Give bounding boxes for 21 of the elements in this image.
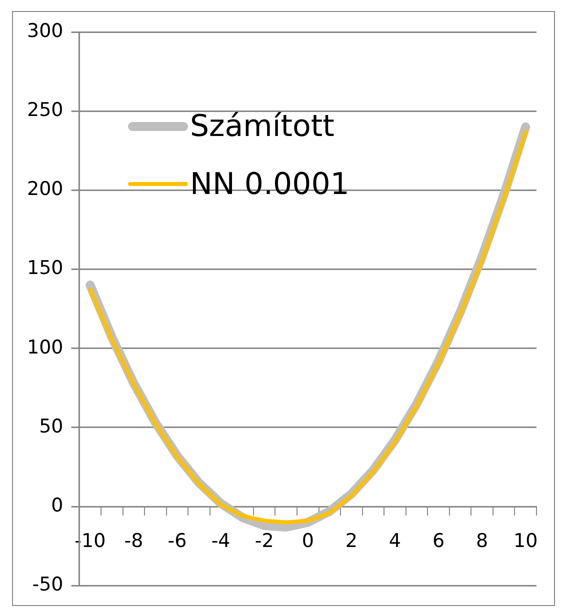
y-tick-label: 0 bbox=[51, 494, 64, 516]
x-tick-label: -4 bbox=[211, 530, 230, 552]
y-tick-label: 200 bbox=[27, 178, 64, 200]
x-tick-label: 6 bbox=[432, 530, 445, 552]
y-tick-label: 150 bbox=[27, 257, 64, 280]
y-tick-label: -50 bbox=[32, 574, 64, 596]
x-tick-label: -6 bbox=[168, 530, 187, 552]
x-tick-label: -10 bbox=[74, 530, 106, 552]
legend-label: Számított bbox=[190, 108, 334, 144]
y-tick-label: 50 bbox=[39, 415, 64, 438]
x-tick-label: 2 bbox=[345, 530, 358, 552]
x-tick-label: 4 bbox=[388, 530, 402, 552]
x-tick-label: -2 bbox=[254, 530, 274, 552]
x-tick-label: 0 bbox=[302, 530, 314, 552]
y-tick-label: 250 bbox=[27, 99, 64, 122]
x-tick-label: -8 bbox=[124, 530, 144, 552]
y-tick-label: 100 bbox=[27, 336, 64, 358]
legend-label: NN 0.0001 bbox=[190, 166, 350, 202]
x-tick-label: 10 bbox=[514, 530, 538, 552]
x-tick-label: 8 bbox=[476, 530, 488, 552]
y-tick-label: 300 bbox=[27, 20, 64, 42]
